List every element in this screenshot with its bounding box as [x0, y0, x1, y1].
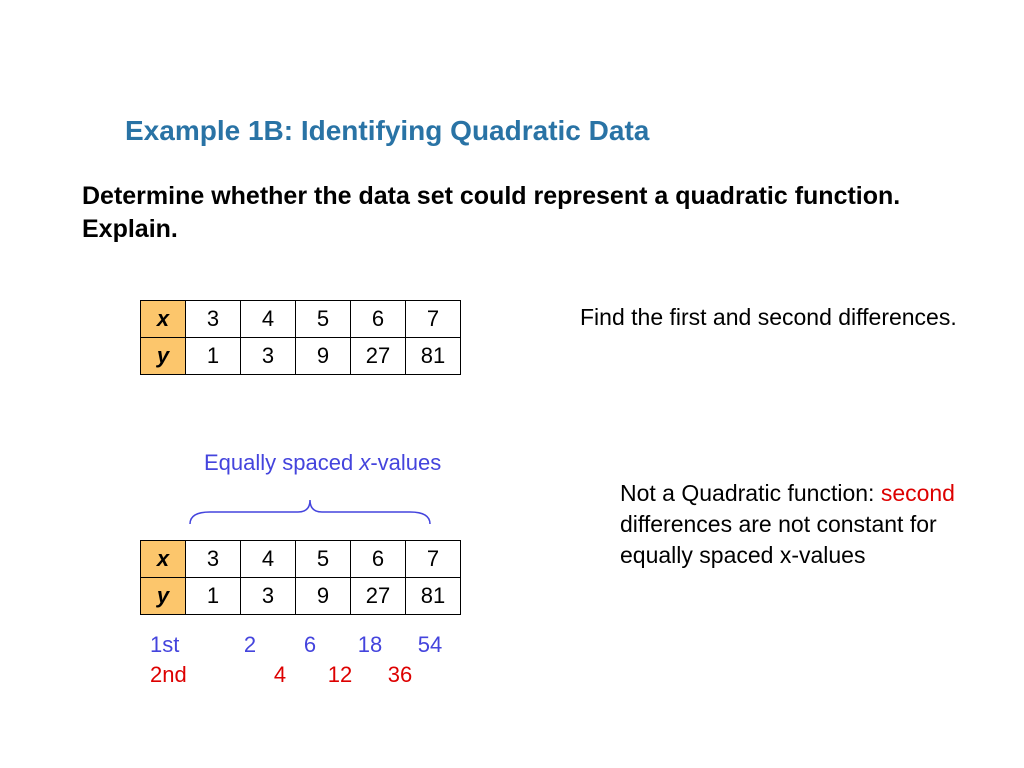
table-cell: 9 [296, 578, 351, 615]
second-differences-row: 2nd 4 12 36 [150, 662, 430, 688]
page-title: Example 1B: Identifying Quadratic Data [125, 115, 649, 147]
second-diff-val: 4 [250, 662, 310, 688]
first-diff-label: 1st [150, 632, 220, 658]
first-diff-val: 18 [340, 632, 400, 658]
table-cell: 81 [406, 578, 461, 615]
table1-y-header: y [141, 338, 186, 375]
table2-x-header: x [141, 541, 186, 578]
equally-suffix: -values [370, 450, 441, 475]
table-cell: 1 [186, 338, 241, 375]
table-cell: 5 [296, 541, 351, 578]
table-cell: 3 [186, 541, 241, 578]
table-cell: 3 [186, 301, 241, 338]
first-diff-val: 2 [220, 632, 280, 658]
side-text-1: Find the first and second differences. [580, 302, 960, 333]
table-cell: 27 [351, 578, 406, 615]
table-cell: 3 [241, 578, 296, 615]
prompt-text: Determine whether the data set could rep… [82, 180, 942, 245]
data-table-2: x 3 4 5 6 7 y 1 3 9 27 81 [140, 540, 461, 615]
conclusion-b: differences are not constant for equally… [620, 511, 937, 568]
table-cell: 4 [241, 541, 296, 578]
table1-x-header: x [141, 301, 186, 338]
table-cell: 6 [351, 301, 406, 338]
first-differences-row: 1st 2 6 18 54 [150, 632, 460, 658]
table-cell: 5 [296, 301, 351, 338]
table-cell: 6 [351, 541, 406, 578]
side-text-2: Not a Quadratic function: second differe… [620, 478, 970, 571]
second-diff-val: 36 [370, 662, 430, 688]
table-cell: 3 [241, 338, 296, 375]
table-cell: 81 [406, 338, 461, 375]
conclusion-highlight: second [881, 480, 955, 506]
table-cell: 27 [351, 338, 406, 375]
equally-var: x [359, 450, 370, 475]
data-table-1: x 3 4 5 6 7 y 1 3 9 27 81 [140, 300, 461, 375]
equally-spaced-label: Equally spaced x-values [204, 450, 441, 476]
table-cell: 4 [241, 301, 296, 338]
table-cell: 7 [406, 541, 461, 578]
table-cell: 9 [296, 338, 351, 375]
conclusion-a: Not a Quadratic function: [620, 480, 881, 506]
equally-prefix: Equally spaced [204, 450, 359, 475]
second-diff-label: 2nd [150, 662, 220, 688]
table2-y-header: y [141, 578, 186, 615]
spacer [220, 662, 250, 688]
second-diff-val: 12 [310, 662, 370, 688]
table-cell: 7 [406, 301, 461, 338]
first-diff-val: 6 [280, 632, 340, 658]
curly-brace-icon [150, 488, 470, 528]
first-diff-val: 54 [400, 632, 460, 658]
table-cell: 1 [186, 578, 241, 615]
